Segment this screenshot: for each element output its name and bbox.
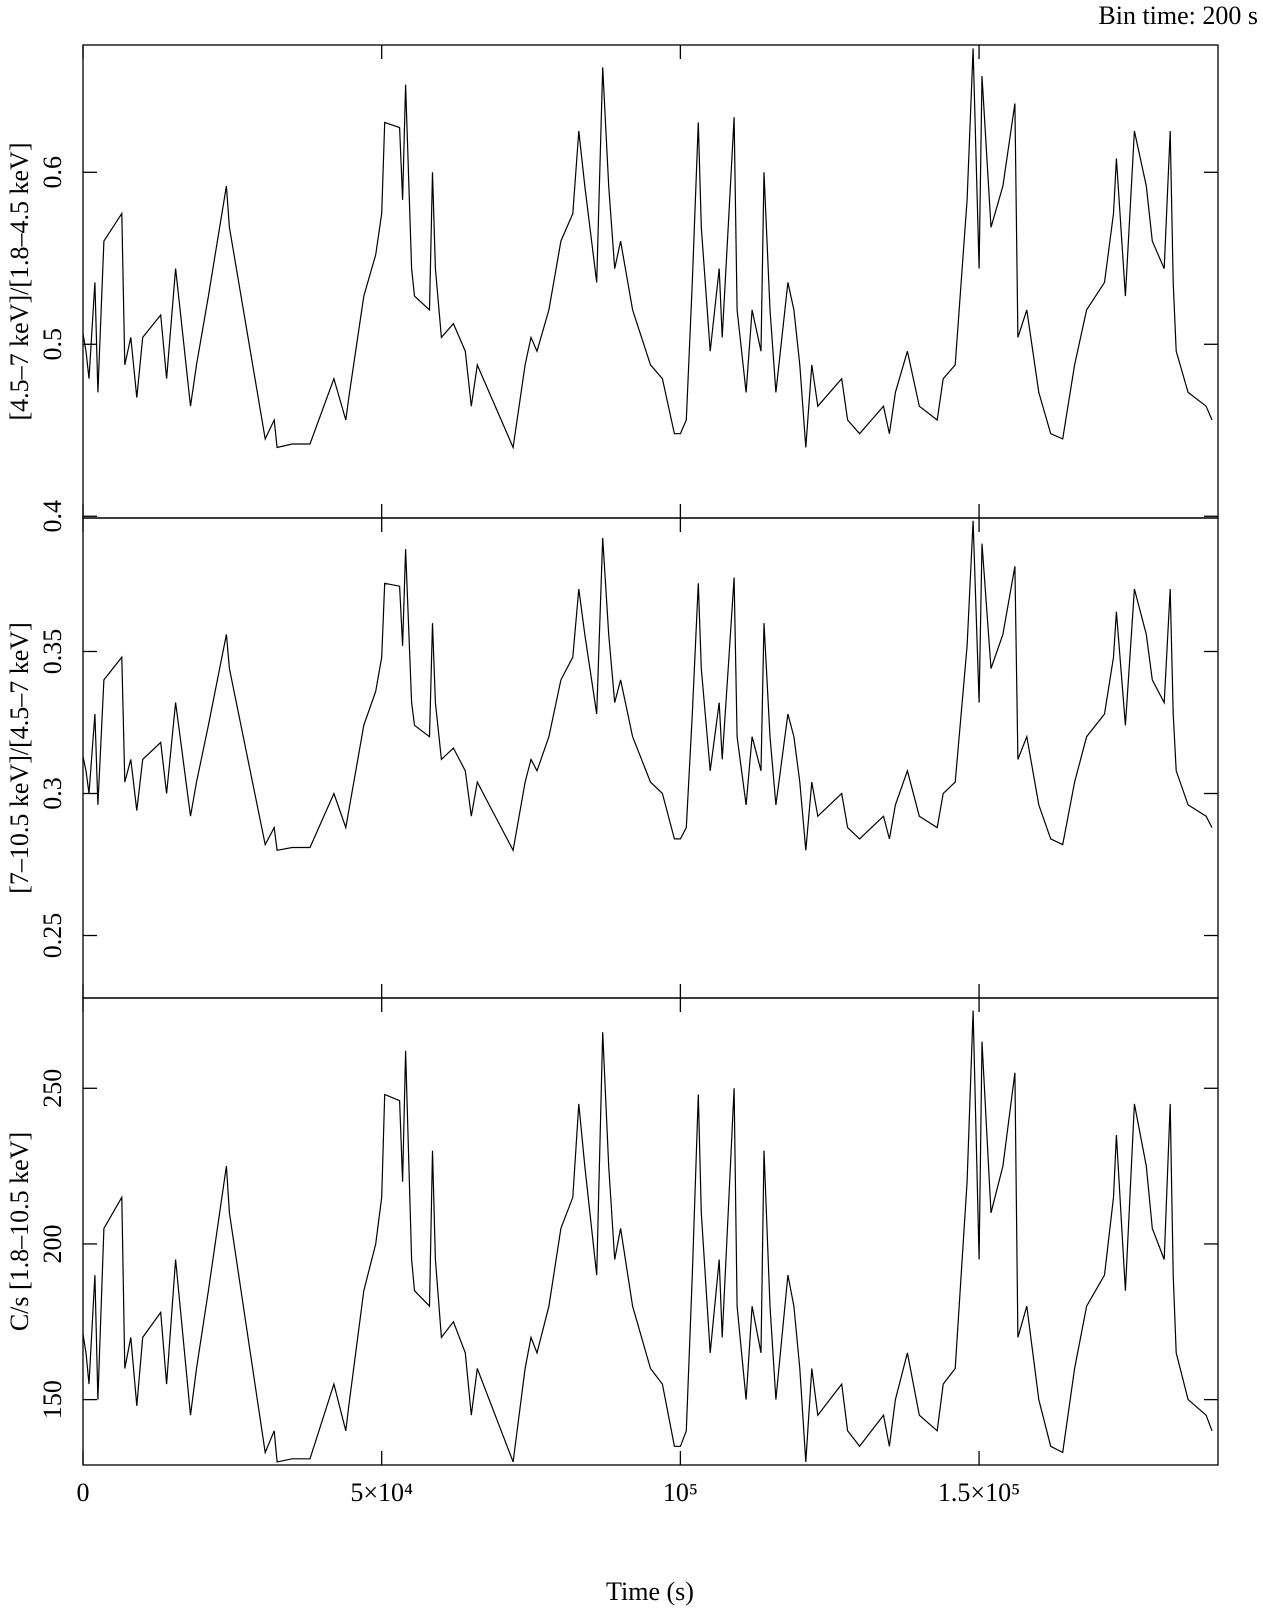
light-curve [82,1010,1213,1463]
plot-frame [82,517,1219,999]
x-tick-label: 10⁵ [663,1478,698,1507]
x-tick-label: 0 [77,1478,90,1507]
y-axis-label: [4.5–7 keV]/[1.8–4.5 keV] [5,143,34,421]
plot-frame [82,997,1219,1466]
x-tick-label: 5×10⁴ [350,1478,413,1507]
light-curve [82,48,1213,450]
y-tick-label: 0.35 [38,629,67,675]
y-tick-label: 200 [38,1224,67,1263]
bin-time: Bin time: 200 s [1098,1,1258,30]
y-axis-label: C/s [1.8–10.5 keV] [5,1132,34,1331]
y-tick-label: 0.25 [38,913,67,959]
y-tick-label: 250 [38,1069,67,1108]
x-axis-label: Time (s) [606,1577,694,1606]
y-axis-label: [7–10.5 keV]/[4.5–7 keV] [5,622,34,894]
x-tick-label: 1.5×10⁵ [938,1478,1020,1507]
y-tick-label: 0.6 [38,156,67,189]
y-tick-label: 150 [38,1380,67,1419]
y-tick-label: 0.5 [38,328,67,361]
plot-frame [82,44,1219,519]
y-tick-label: 0.4 [38,500,67,533]
light-curve [82,520,1213,853]
y-tick-label: 0.3 [38,777,67,810]
